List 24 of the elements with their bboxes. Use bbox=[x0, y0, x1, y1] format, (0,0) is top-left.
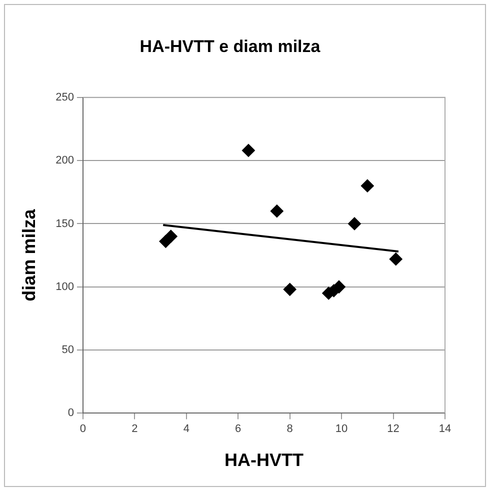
point bbox=[283, 282, 296, 296]
y-tick-label: 100 bbox=[56, 280, 74, 293]
point bbox=[270, 204, 284, 218]
point bbox=[360, 179, 374, 192]
x-tick-label: 2 bbox=[132, 422, 138, 435]
y-tick-label: 0 bbox=[68, 407, 74, 420]
y-tick-label: 50 bbox=[62, 344, 74, 356]
point bbox=[164, 230, 178, 243]
x-axis-title: HA-HVTT bbox=[224, 450, 304, 470]
x-tick-label: 6 bbox=[235, 422, 242, 435]
x-tick-label: 10 bbox=[335, 422, 348, 435]
x-tick-label: 12 bbox=[387, 422, 400, 435]
y-tick-label: 200 bbox=[56, 154, 74, 167]
x-tick-label: 4 bbox=[183, 422, 190, 435]
chart-title: HA-HVTT e diam milza bbox=[140, 36, 321, 56]
x-tick-label: 14 bbox=[438, 422, 452, 435]
point bbox=[389, 252, 402, 266]
point bbox=[242, 144, 255, 157]
y-axis-title: diam milza bbox=[18, 208, 39, 302]
x-tick-label: 0 bbox=[80, 422, 86, 435]
y-tick-label: 150 bbox=[56, 218, 74, 230]
x-tick-label: 8 bbox=[286, 422, 293, 435]
y-tick-label: 250 bbox=[56, 91, 74, 104]
point bbox=[348, 217, 361, 230]
